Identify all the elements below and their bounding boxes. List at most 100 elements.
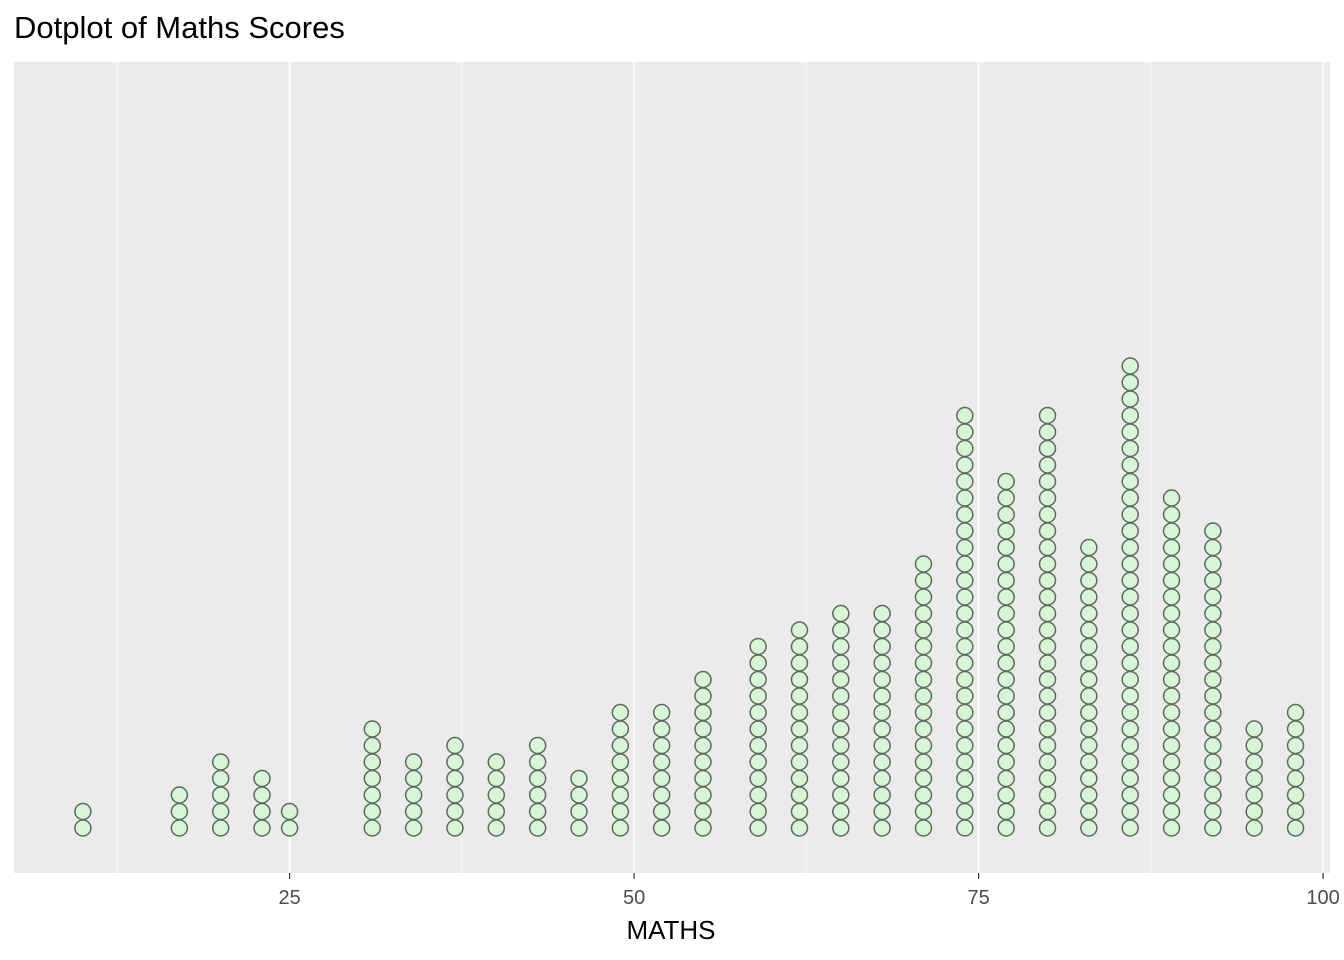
- dot: [1162, 505, 1181, 524]
- dot-stack: [832, 604, 850, 837]
- dot: [1162, 703, 1181, 722]
- dot: [170, 802, 189, 821]
- dot: [1038, 571, 1057, 590]
- dot: [790, 687, 809, 705]
- dot: [1121, 489, 1139, 507]
- dot: [694, 670, 712, 689]
- dot-stack: [694, 670, 712, 837]
- dot: [997, 753, 1015, 771]
- dot: [873, 621, 891, 639]
- dot: [1038, 736, 1057, 755]
- dot: [1038, 637, 1057, 656]
- dot-stack: [749, 637, 767, 837]
- dot: [1286, 720, 1305, 738]
- dot: [1162, 687, 1181, 705]
- dot: [1121, 753, 1139, 771]
- dot: [956, 538, 974, 557]
- dot: [1204, 786, 1222, 804]
- dot: [1245, 769, 1263, 788]
- dot: [1121, 406, 1139, 425]
- dot: [832, 621, 850, 639]
- dot: [1038, 621, 1057, 639]
- dot: [1080, 703, 1098, 722]
- dot: [211, 819, 230, 837]
- dot: [914, 621, 933, 639]
- dot: [1286, 819, 1305, 837]
- minor-gridlines: [116, 62, 1152, 873]
- dot: [1080, 654, 1098, 672]
- dot: [1204, 621, 1222, 639]
- x-axis-ticks: [289, 873, 1324, 879]
- dot: [790, 654, 809, 672]
- dot: [1121, 588, 1139, 606]
- dot: [1038, 703, 1057, 722]
- dot: [997, 802, 1015, 821]
- dot: [1162, 522, 1181, 540]
- dot: [832, 753, 850, 771]
- dot: [997, 736, 1015, 755]
- dot: [914, 802, 933, 821]
- dot: [1121, 621, 1139, 639]
- dot-stack: [1162, 489, 1181, 837]
- dot: [446, 753, 464, 771]
- dot: [873, 819, 891, 837]
- dot: [790, 786, 809, 804]
- dot: [832, 670, 850, 689]
- dot: [956, 819, 974, 837]
- dot: [790, 736, 809, 755]
- dot: [652, 736, 671, 755]
- dot: [997, 522, 1015, 540]
- dot: [652, 802, 671, 821]
- dot: [1121, 538, 1139, 557]
- dot: [914, 670, 933, 689]
- dot: [1204, 802, 1222, 821]
- dot: [1162, 654, 1181, 672]
- dot: [1162, 489, 1181, 507]
- dot: [997, 703, 1015, 722]
- dot: [873, 670, 891, 689]
- dot: [1204, 720, 1222, 738]
- dot: [997, 621, 1015, 639]
- dot: [611, 703, 630, 722]
- dot: [1038, 456, 1057, 474]
- dot: [749, 703, 767, 722]
- dot: [1038, 522, 1057, 540]
- dot: [956, 472, 974, 491]
- dot: [914, 736, 933, 755]
- dot: [1080, 637, 1098, 656]
- dot: [914, 703, 933, 722]
- dot: [528, 736, 547, 755]
- dot: [749, 654, 767, 672]
- dot: [1121, 720, 1139, 738]
- dot: [1204, 604, 1222, 623]
- dot: [570, 769, 588, 788]
- dot: [611, 753, 630, 771]
- dot: [1121, 736, 1139, 755]
- dot: [1080, 621, 1098, 639]
- major-gridlines: [288, 62, 1324, 873]
- dot: [832, 802, 850, 821]
- dot: [1121, 819, 1139, 837]
- dot: [790, 753, 809, 771]
- dot-stack: [280, 802, 299, 837]
- dot: [956, 505, 974, 524]
- dot: [956, 456, 974, 474]
- dot: [1080, 819, 1098, 837]
- dot-stack: [74, 802, 92, 837]
- dot: [832, 736, 850, 755]
- dot: [914, 786, 933, 804]
- dot: [611, 819, 630, 837]
- dot: [404, 786, 423, 804]
- dot: [211, 786, 230, 804]
- dot: [1038, 819, 1057, 837]
- dot: [1204, 654, 1222, 672]
- dot: [652, 753, 671, 771]
- dot-stack: [253, 769, 271, 837]
- dot: [914, 637, 933, 656]
- dot: [956, 406, 974, 425]
- dot: [832, 786, 850, 804]
- dot: [997, 538, 1015, 557]
- dot: [832, 654, 850, 672]
- dot: [1038, 604, 1057, 623]
- dot: [1121, 604, 1139, 623]
